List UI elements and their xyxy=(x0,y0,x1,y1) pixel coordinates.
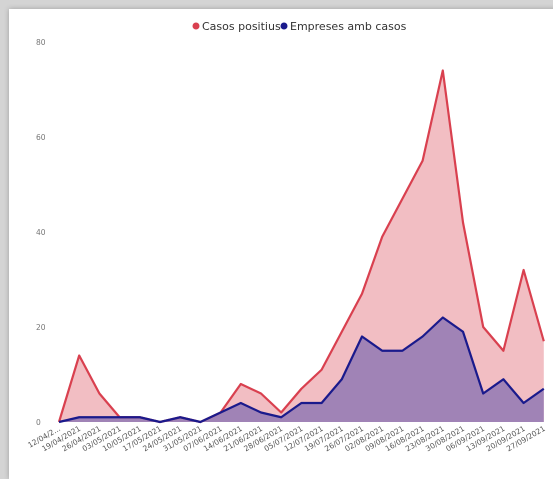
legend-label-empreses-amb-casos: Empreses amb casos xyxy=(290,20,407,33)
y-tick-label: 40 xyxy=(36,228,46,237)
y-tick-label: 60 xyxy=(36,133,46,142)
legend-marker-casos-positius xyxy=(192,22,200,30)
y-tick-label: 80 xyxy=(36,38,46,47)
legend-marker-empreses-amb-casos xyxy=(280,22,288,30)
chart-card: Casos positius Empreses amb casos 0 20 40 6… xyxy=(9,9,553,479)
y-tick-label: 0 xyxy=(36,418,41,427)
legend-label-casos-positius: Casos positius xyxy=(202,20,281,33)
legend: Casos positius Empreses amb casos xyxy=(192,20,407,33)
y-axis: 0 20 40 60 80 xyxy=(36,38,46,427)
plot-area xyxy=(57,69,545,424)
area-casos-positius xyxy=(59,70,544,422)
area-empreses-amb-casos xyxy=(59,317,544,422)
x-axis: 12/04/2...19/04/202126/04/202103/05/2021… xyxy=(26,424,547,454)
area-chart: Casos positius Empreses amb casos 0 20 40 6… xyxy=(26,20,547,454)
y-tick-label: 20 xyxy=(36,323,46,332)
line-empreses-amb-casos xyxy=(58,316,545,424)
